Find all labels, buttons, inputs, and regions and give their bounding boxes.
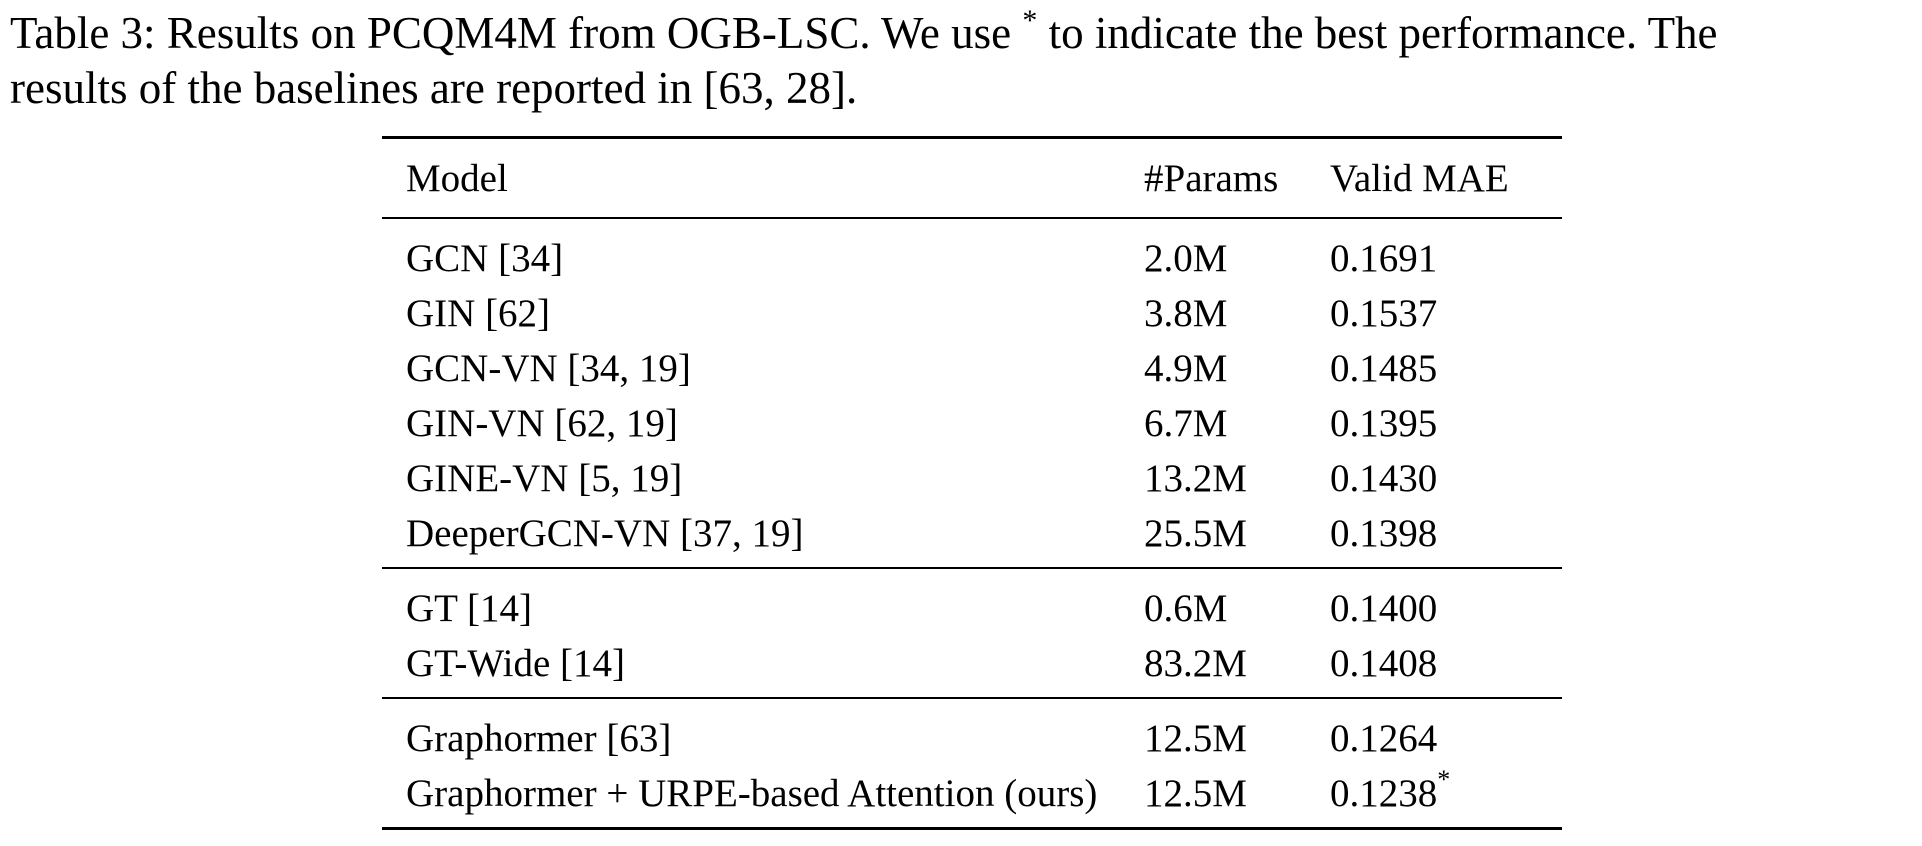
cell-mae: 0.1430 <box>1330 457 1438 500</box>
best-performance-mark: * <box>1437 765 1451 794</box>
table-row: GIN-VN [62, 19] 6.7M 0.1395 <box>382 396 1562 451</box>
cell-mae: 0.1537 <box>1330 292 1438 335</box>
header-model: Model <box>406 156 508 200</box>
cell-model: GIN [62] <box>406 292 551 335</box>
cell-model: GIN-VN [62, 19] <box>406 402 678 445</box>
table-row: GIN [62] 3.8M 0.1537 <box>382 286 1562 341</box>
cell-mae: 0.1264 <box>1330 717 1438 760</box>
cell-model: Graphormer + URPE-based Attention (ours) <box>406 772 1098 815</box>
cell-model: GCN [34] <box>406 237 564 280</box>
cell-mae-best: 0.1238* <box>1330 766 1562 829</box>
table-caption: Table 3: Results on PCQM4M from OGB-LSC.… <box>10 6 1922 116</box>
caption-line-1: Table 3: Results on PCQM4M from OGB-LSC.… <box>10 6 1922 61</box>
results-table: Model #Params Valid MAE GCN [34] 2.0M 0.… <box>382 136 1562 830</box>
cell-model: GT-Wide [14] <box>406 642 626 685</box>
cell-mae: 0.1485 <box>1330 347 1438 390</box>
cell-model: Graphormer [63] <box>406 717 672 760</box>
cell-params: 2.0M <box>1144 237 1228 280</box>
table-row: GINE-VN [5, 19] 13.2M 0.1430 <box>382 451 1562 506</box>
table-row: DeeperGCN-VN [37, 19] 25.5M 0.1398 <box>382 506 1562 568</box>
table-row: GT-Wide [14] 83.2M 0.1408 <box>382 636 1562 698</box>
table-group-gnn: GCN [34] 2.0M 0.1691 GIN [62] 3.8M 0.153… <box>382 218 1562 568</box>
cell-params: 13.2M <box>1144 457 1247 500</box>
cell-mae: 0.1398 <box>1330 512 1438 555</box>
cell-model: GT [14] <box>406 587 533 630</box>
cell-mae: 0.1400 <box>1330 587 1438 630</box>
table-group-transformer: GT [14] 0.6M 0.1400 GT-Wide [14] 83.2M 0… <box>382 568 1562 698</box>
cell-params: 3.8M <box>1144 292 1228 335</box>
table-row: GT [14] 0.6M 0.1400 <box>382 568 1562 636</box>
table-row: Graphormer [63] 12.5M 0.1264 <box>382 698 1562 766</box>
cell-params: 0.6M <box>1144 587 1228 630</box>
cell-mae: 0.1408 <box>1330 642 1438 685</box>
best-mae-value: 0.1238 <box>1330 772 1438 815</box>
header-params: #Params <box>1144 156 1279 200</box>
cell-params: 12.5M <box>1144 717 1247 760</box>
table-header: Model #Params Valid MAE <box>382 137 1562 218</box>
cell-params: 83.2M <box>1144 642 1247 685</box>
cell-params: 4.9M <box>1144 347 1228 390</box>
cell-mae: 0.1395 <box>1330 402 1438 445</box>
cell-model: DeeperGCN-VN [37, 19] <box>406 512 804 555</box>
cell-mae: 0.1691 <box>1330 237 1438 280</box>
table-row: GCN-VN [34, 19] 4.9M 0.1485 <box>382 341 1562 396</box>
cell-model: GINE-VN [5, 19] <box>406 457 683 500</box>
table-group-graphormer: Graphormer [63] 12.5M 0.1264 Graphormer … <box>382 698 1562 829</box>
caption-star-mark: * <box>1022 4 1038 37</box>
cell-params: 6.7M <box>1144 402 1228 445</box>
caption-line-1-prefix: Table 3: Results on PCQM4M from OGB-LSC.… <box>10 8 1023 58</box>
cell-params: 25.5M <box>1144 512 1247 555</box>
cell-model: GCN-VN [34, 19] <box>406 347 691 390</box>
cell-params: 12.5M <box>1144 772 1247 815</box>
header-valid-mae: Valid MAE <box>1330 156 1509 200</box>
table-row: GCN [34] 2.0M 0.1691 <box>382 218 1562 286</box>
table-row: Graphormer + URPE-based Attention (ours)… <box>382 766 1562 829</box>
caption-line-1-suffix: to indicate the best performance. The <box>1037 8 1718 58</box>
header-row: Model #Params Valid MAE <box>382 137 1562 218</box>
results-table-container: Model #Params Valid MAE GCN [34] 2.0M 0.… <box>382 136 1562 830</box>
caption-line-2: results of the baselines are reported in… <box>10 63 858 113</box>
